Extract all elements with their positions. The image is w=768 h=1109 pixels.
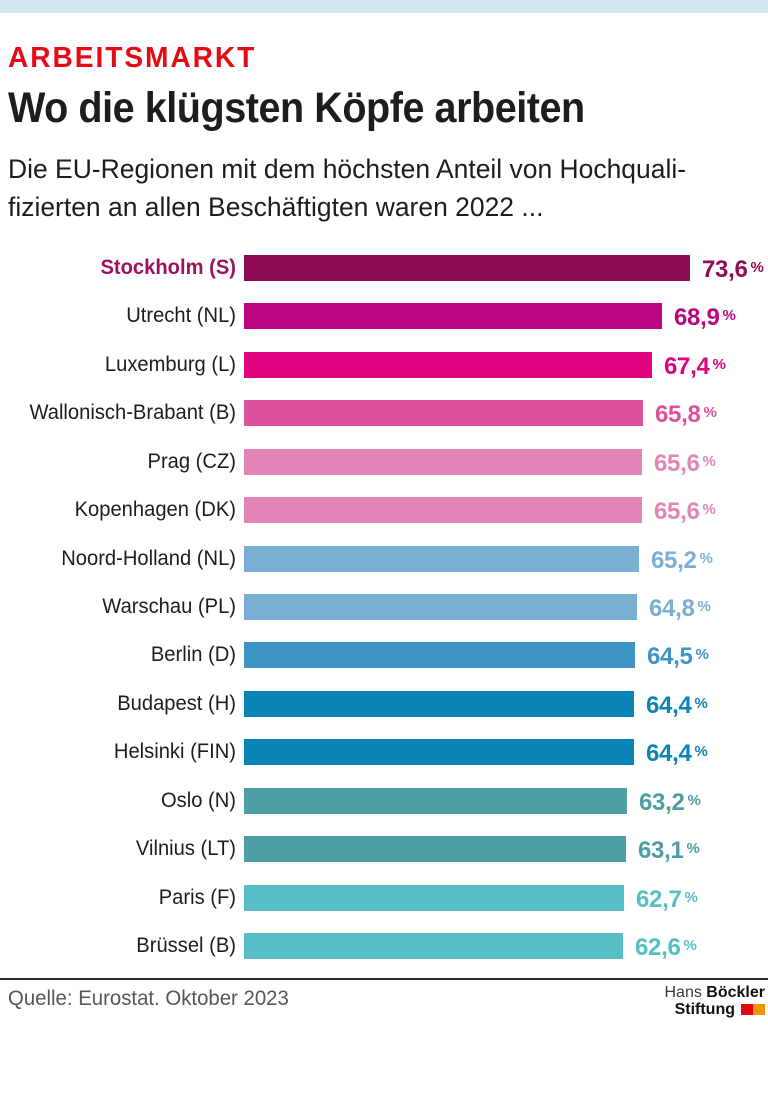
percent-sign: %: [687, 792, 701, 809]
kicker: ARBEITSMARKT: [8, 42, 257, 74]
bar-label: Helsinki (FIN): [113, 740, 236, 763]
bar: [244, 691, 634, 717]
bar-row: Luxemburg (L) 67,4%: [0, 352, 768, 380]
bar-row: Prag (CZ) 65,6%: [0, 449, 768, 477]
bar-row: Kopenhagen (DK) 65,6%: [0, 497, 768, 525]
bar-row: Wallonisch-Brabant (B) 65,8%: [0, 400, 768, 428]
bar-label: Warschau (PL): [102, 595, 237, 618]
bar: [244, 933, 623, 959]
bar-value: 63,2%: [639, 789, 701, 816]
bar-value: 65,6%: [654, 450, 716, 477]
bar-row: Utrecht (NL) 68,9%: [0, 303, 768, 331]
bar-row: Budapest (H) 64,4%: [0, 691, 768, 719]
bar-value: 62,7%: [636, 886, 698, 913]
subtitle: Die EU-Regionen mit dem höchsten Anteil …: [8, 150, 743, 226]
subtitle-line-2: fizierten an allen Beschäftigten waren 2…: [8, 192, 544, 222]
bar: [244, 788, 627, 814]
bar-label: Oslo (N): [160, 789, 236, 812]
bar: [244, 546, 639, 572]
percent-sign: %: [703, 404, 717, 421]
footer-divider: [0, 978, 768, 980]
percent-sign: %: [697, 598, 711, 615]
bar-row: Stockholm (S) 73,6%: [0, 255, 768, 283]
bar: [244, 352, 652, 378]
bar-label: Stockholm (S): [100, 256, 237, 279]
bar-label: Wallonisch-Brabant (B): [29, 401, 237, 424]
percent-sign: %: [702, 501, 716, 518]
bar-label: Budapest (H): [117, 692, 236, 715]
percent-sign: %: [702, 453, 716, 470]
bar-row: Brüssel (B) 62,6%: [0, 933, 768, 961]
bar-value: 63,1%: [638, 837, 700, 864]
page-title: Wo die klügsten Köpfe arbeiten: [8, 84, 585, 132]
logo-boeckler: Böckler: [706, 984, 765, 1001]
percent-sign: %: [699, 550, 713, 567]
bar-value: 62,6%: [635, 934, 697, 961]
percent-sign: %: [694, 743, 708, 760]
logo-line-1: Hans Böckler: [664, 984, 765, 1001]
bar-label: Prag (CZ): [147, 450, 237, 473]
bar-label: Kopenhagen (DK): [74, 498, 236, 521]
bar: [244, 449, 642, 475]
bar: [244, 836, 626, 862]
bar-chart: Stockholm (S) 73,6% Utrecht (NL) 68,9% Luxem…: [0, 255, 768, 980]
bar-row: Paris (F) 62,7%: [0, 885, 768, 913]
bar: [244, 642, 635, 668]
percent-sign: %: [695, 646, 709, 663]
bar-row: Warschau (PL) 64,8%: [0, 594, 768, 622]
bar: [244, 303, 662, 329]
percent-sign: %: [694, 695, 708, 712]
bar-row: Oslo (N) 63,2%: [0, 788, 768, 816]
bar-label: Noord-Holland (NL): [61, 547, 236, 570]
bar-label: Vilnius (LT): [135, 837, 236, 860]
bar-label: Luxemburg (L): [104, 353, 237, 376]
percent-sign: %: [683, 937, 697, 954]
source-note: Quelle: Eurostat. Oktober 2023: [8, 987, 289, 1010]
bar-row: Berlin (D) 64,5%: [0, 642, 768, 670]
percent-sign: %: [686, 840, 700, 857]
bar-value: 65,8%: [655, 401, 717, 428]
percent-sign: %: [722, 307, 736, 324]
percent-sign: %: [750, 259, 764, 276]
bar-label: Brüssel (B): [136, 934, 236, 957]
bar-row: Vilnius (LT) 63,1%: [0, 836, 768, 864]
bar-value: 65,2%: [651, 547, 713, 574]
bar: [244, 400, 643, 426]
bar: [244, 255, 690, 281]
hbs-logo: Hans Böckler Stiftung: [664, 984, 765, 1018]
bar-value: 68,9%: [674, 304, 736, 331]
bar-value: 64,5%: [647, 643, 709, 670]
logo-orange-square: [753, 1004, 765, 1015]
logo-stiftung: Stiftung: [674, 1001, 735, 1018]
logo-hans: Hans: [664, 984, 702, 1001]
bar-label: Berlin (D): [150, 643, 236, 666]
subtitle-line-1: Die EU-Regionen mit dem höchsten Anteil …: [8, 154, 687, 184]
bar-label: Paris (F): [158, 886, 236, 909]
bar-value: 73,6%: [702, 256, 764, 283]
bar-row: Helsinki (FIN) 64,4%: [0, 739, 768, 767]
bar-value: 64,8%: [649, 595, 711, 622]
percent-sign: %: [684, 889, 698, 906]
bar-value: 65,6%: [654, 498, 716, 525]
bar: [244, 594, 637, 620]
bar-row: Noord-Holland (NL) 65,2%: [0, 546, 768, 574]
bar: [244, 497, 642, 523]
percent-sign: %: [712, 356, 726, 373]
bar-value: 64,4%: [646, 692, 708, 719]
bar-value: 67,4%: [664, 353, 726, 380]
bar-label: Utrecht (NL): [126, 304, 236, 327]
bar: [244, 885, 624, 911]
logo-red-square: [741, 1004, 753, 1015]
bar: [244, 739, 634, 765]
logo-line-2: Stiftung: [664, 1001, 765, 1018]
bar-value: 64,4%: [646, 740, 708, 767]
top-band: [0, 0, 768, 13]
